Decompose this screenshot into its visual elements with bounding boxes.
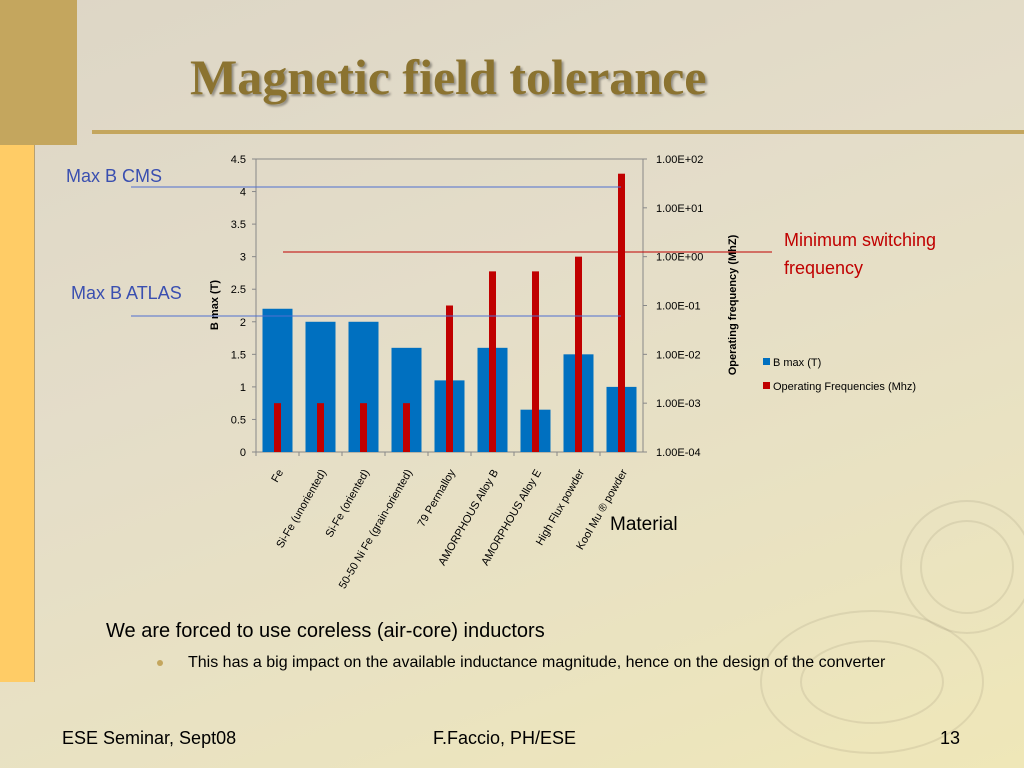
x-tick-label: High Flux powder	[534, 467, 587, 547]
ripple-decoration	[920, 520, 1014, 614]
y-tick-label: 4	[240, 187, 246, 199]
chart-area: 0 0.5 1 1.5 2 2.5 3 3.5 4 4.5 1.00E-04 1.00E-03 1.00…	[131, 154, 916, 592]
min-switching-line1: Minimum switching	[784, 230, 937, 250]
left-accent-bar	[0, 145, 35, 682]
bar-operating-frequency	[575, 256, 582, 452]
x-tick-label: Si-Fe (oriented)	[323, 468, 372, 540]
bar-operating-frequency	[489, 271, 496, 452]
x-tick-label: Si-Fe (unoriented)	[274, 468, 329, 551]
y-tick-label: 0.5	[231, 414, 246, 426]
bullet-main: We are forced to use coreless (air-core)…	[106, 620, 545, 642]
bullet-dot-icon	[157, 660, 163, 666]
y-right-tick-label: 1.00E+02	[656, 154, 703, 166]
min-switching-line2: frequency	[784, 258, 864, 278]
corner-decoration	[0, 0, 77, 145]
chart-svg: 0 0.5 1 1.5 2 2.5 3 3.5 4 4.5 1.00E-04 1.00E-03 1.00…	[131, 154, 916, 592]
bar-operating-frequency	[360, 403, 367, 452]
footer-center: F.Faccio, PH/ESE	[433, 728, 577, 748]
x-axis-title: Material	[610, 514, 678, 535]
y-right-tick-label: 1.00E-04	[656, 447, 701, 459]
ripple-decoration	[800, 640, 944, 724]
max-b-atlas-label: Max B ATLAS	[71, 283, 182, 303]
y-tick-label: 3.5	[231, 219, 246, 231]
y-tick-label: 3	[240, 252, 246, 264]
y-tick-label: 2.5	[231, 284, 246, 296]
y-right-tick-label: 1.00E+00	[656, 252, 703, 264]
legend-label-frequency: Operating Frequencies (Mhz)	[773, 381, 916, 393]
legend-swatch-frequency	[763, 382, 770, 389]
footer-page-number: 13	[940, 728, 961, 748]
bar-operating-frequency	[274, 403, 281, 452]
ripple-decoration	[760, 610, 984, 754]
y-tick-label: 4.5	[231, 154, 246, 166]
bullet-sub: This has a big impact on the available i…	[188, 654, 886, 671]
legend-swatch-b-max	[763, 358, 770, 365]
title-underline	[92, 130, 1024, 134]
ripple-decoration	[900, 500, 1024, 634]
x-tick-label: Fe	[269, 468, 286, 485]
y-tick-label: 1	[240, 382, 246, 394]
y-right-tick-label: 1.00E-01	[656, 301, 701, 313]
bar-operating-frequency	[618, 173, 625, 452]
bar-operating-frequency	[532, 271, 539, 452]
y-tick-label: 1.5	[231, 349, 246, 361]
x-tick-label: 50-50 Ni Fe (grain-oriented)	[337, 468, 415, 592]
y-right-tick-label: 1.00E-02	[656, 349, 701, 361]
y-right-tick-label: 1.00E-03	[656, 398, 701, 410]
bar-operating-frequency	[317, 403, 324, 452]
max-b-cms-label: Max B CMS	[66, 166, 163, 186]
y-tick-label: 0	[240, 447, 246, 459]
y-right-axis-title: Operating frequency (MhZ)	[727, 234, 739, 375]
bar-operating-frequency	[446, 305, 453, 452]
slide-title: Magnetic field tolerance	[190, 49, 707, 105]
y-tick-label: 2	[240, 317, 246, 329]
bar-operating-frequency	[403, 403, 410, 452]
y-axis-title: B max (T)	[209, 280, 221, 330]
x-tick-label: 79 Permalloy	[416, 467, 459, 529]
y-right-tick-label: 1.00E+01	[656, 203, 703, 215]
footer-left: ESE Seminar, Sept08	[62, 728, 237, 748]
legend-label-b-max: B max (T)	[773, 357, 821, 369]
min-switching-label: Minimum switching frequency	[784, 226, 936, 282]
